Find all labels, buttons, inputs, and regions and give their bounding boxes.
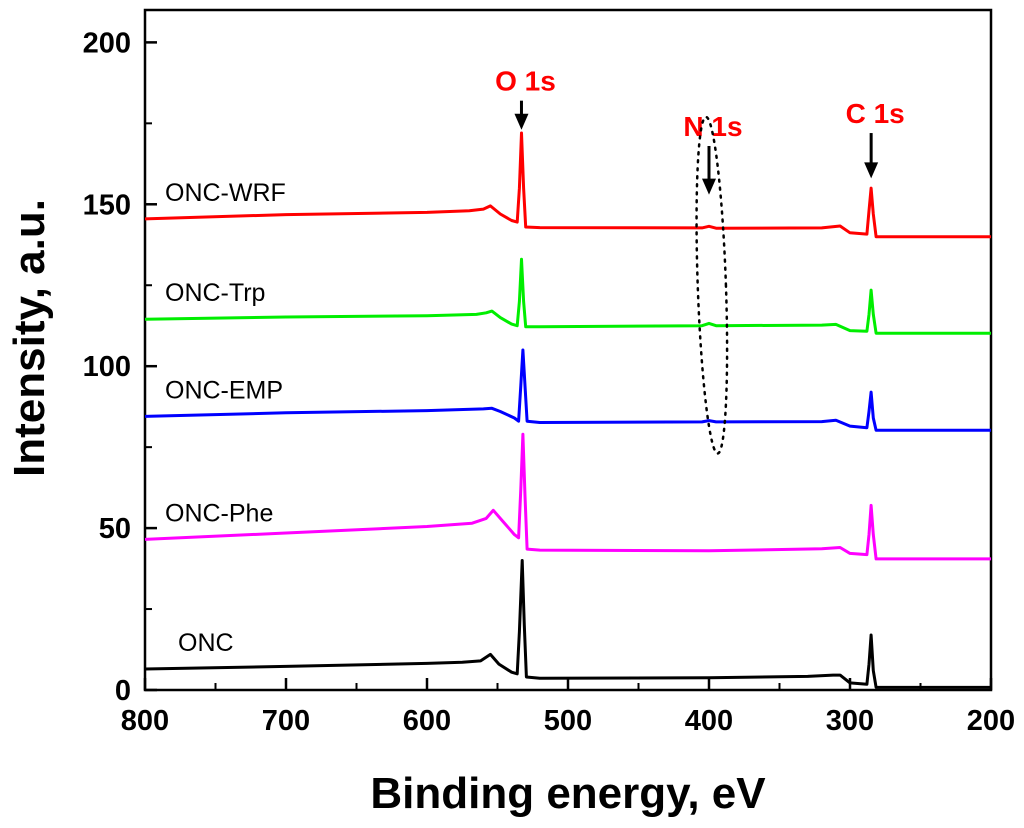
x-tick-label: 500 xyxy=(544,705,592,737)
series-line-onc-phe xyxy=(144,432,991,561)
peak-label-c-1s: C 1s xyxy=(846,98,905,129)
x-tick-labels: 800 700 600 500 400 300 200 xyxy=(121,705,1015,737)
series-line-onc-wrf xyxy=(144,131,991,239)
n1s-highlight-ellipse xyxy=(695,115,729,455)
y-tick-label: 0 xyxy=(115,675,131,707)
series-line-onc-trp xyxy=(144,257,991,335)
series-lines xyxy=(144,131,991,689)
y-tick-label: 200 xyxy=(83,27,131,59)
peak-annotations: O 1s N 1s C 1s xyxy=(495,66,905,455)
arrow-head-n-1s xyxy=(702,178,716,195)
series-line-onc-emp xyxy=(144,348,991,432)
arrow-head-c-1s xyxy=(864,162,879,179)
y-tick-label: 150 xyxy=(83,189,131,221)
series-label-onc-wrf: ONC-WRF xyxy=(165,179,286,207)
series-label-onc-phe: ONC-Phe xyxy=(165,499,273,527)
x-axis-title: Binding energy, eV xyxy=(370,769,766,818)
y-tick-labels: 0 50 100 150 200 xyxy=(83,27,131,707)
y-tick-label: 50 xyxy=(99,513,131,545)
x-tick-label: 400 xyxy=(685,705,733,737)
series-line-onc xyxy=(144,559,991,689)
x-tick-label: 600 xyxy=(403,705,451,737)
peak-label-o-1s: O 1s xyxy=(495,66,556,97)
y-axis-title: Intensity, a.u. xyxy=(5,199,54,477)
series-label-onc: ONC xyxy=(178,629,234,657)
x-tick-label: 800 xyxy=(121,705,169,737)
peak-label-n-1s: N 1s xyxy=(683,111,742,142)
series-label-onc-trp: ONC-Trp xyxy=(165,279,265,307)
y-tick-label: 100 xyxy=(83,351,131,383)
series-labels: ONC ONC-Phe ONC-EMP ONC-Trp ONC-WRF xyxy=(165,179,286,657)
arrow-head-o-1s xyxy=(514,113,529,130)
series-label-onc-emp: ONC-EMP xyxy=(165,376,283,404)
axis-ticks xyxy=(143,41,993,692)
x-tick-label: 700 xyxy=(262,705,310,737)
x-tick-label: 300 xyxy=(826,705,874,737)
x-tick-label: 200 xyxy=(967,705,1015,737)
